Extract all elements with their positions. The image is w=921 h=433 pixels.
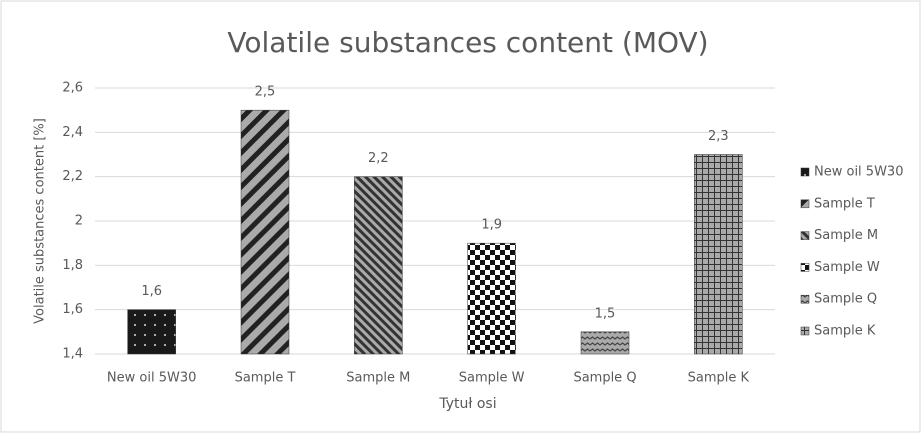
- legend-swatch: [800, 294, 810, 304]
- bar: [354, 176, 403, 355]
- legend-label: Sample T: [814, 196, 875, 211]
- legend-label: Sample K: [814, 324, 876, 339]
- data-label: 2,3: [708, 129, 729, 144]
- y-tick-label: 2,2: [62, 169, 83, 184]
- legend-swatch: [800, 199, 810, 209]
- y-tick-label: 2,6: [62, 81, 83, 96]
- data-label: 1,6: [141, 284, 162, 299]
- legend-swatch: [800, 167, 810, 177]
- legend-label: Sample W: [814, 260, 880, 275]
- legend-swatch: [800, 231, 810, 240]
- x-tick-label: Sample Q: [573, 371, 636, 386]
- chart-title: Volatile substances content (MOV): [227, 26, 708, 59]
- data-label: 2,5: [255, 85, 276, 100]
- y-tick-label: 2: [75, 214, 83, 229]
- legend-label: New oil 5W30: [814, 165, 903, 180]
- x-tick-label: Sample T: [235, 371, 296, 386]
- bar: [240, 109, 290, 355]
- x-tick-label: Sample M: [346, 371, 410, 386]
- bar: [467, 242, 516, 355]
- y-tick-label: 2,4: [62, 125, 83, 140]
- bar: [694, 154, 743, 355]
- legend-swatch: [800, 263, 810, 272]
- y-tick-label: 1,6: [62, 302, 83, 317]
- data-label: 2,2: [368, 151, 389, 166]
- x-tick-label: Sample K: [688, 371, 750, 386]
- legend-label: Sample Q: [814, 292, 877, 307]
- y-axis-title: Volatile substances content [%]: [33, 118, 48, 324]
- x-tick-label: New oil 5W30: [107, 371, 196, 386]
- y-tick-label: 1,8: [62, 258, 83, 273]
- legend-label: Sample M: [814, 228, 878, 243]
- x-axis-title: Tytuł osi: [438, 396, 496, 412]
- y-tick-label: 1,4: [62, 347, 83, 362]
- bar: [580, 331, 630, 355]
- data-label: 1,9: [481, 218, 502, 233]
- bar: [127, 309, 176, 355]
- data-label: 1,5: [595, 306, 616, 321]
- x-tick-label: Sample W: [459, 371, 525, 386]
- legend-swatch: [800, 326, 810, 336]
